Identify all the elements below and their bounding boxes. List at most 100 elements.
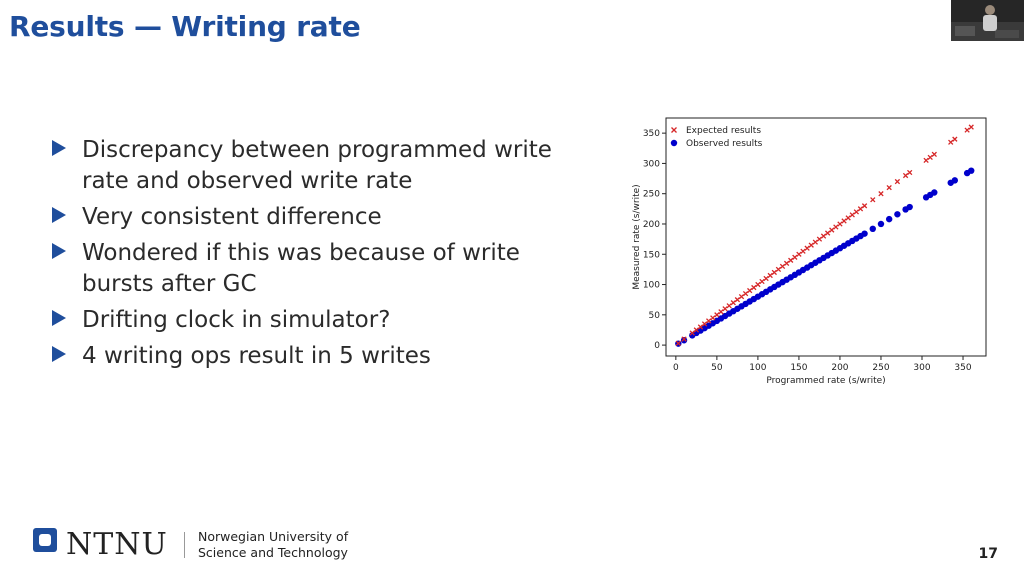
observed-point [680,337,688,344]
scatter-chart: 0 50 100 150 200 250 300 350 0 50 100 150 200 250 300 3… [632,117,987,386]
presenter-webcam-thumbnail [951,0,1024,41]
expected-point [812,239,818,245]
expected-point [824,230,831,236]
y-tick-label: 300 [643,159,660,169]
observed-point [861,230,868,237]
observed-point [931,189,938,196]
y-tick-label: 150 [643,250,660,260]
expected-point [714,312,720,318]
x-tick-label: 200 [831,363,848,373]
expected-point [751,284,757,291]
legend-expected-marker [671,127,677,133]
expected-point [763,275,769,282]
expected-point [845,215,851,221]
x-tick-label: 50 [711,363,723,373]
presenter-video-icon [951,0,1024,41]
expected-point [775,266,782,273]
expected-point [952,136,958,142]
expected-point [849,212,855,218]
x-axis-label: Programmed rate (s/write) [766,376,885,386]
expected-point [697,324,704,330]
expected-point [964,127,970,133]
expected-point [800,248,806,254]
expected-point [870,197,876,203]
university-name: Norwegian University of Science and Tech… [198,529,348,561]
expected-point [948,139,954,145]
bullet-item: Drifting clock in simulator? [52,305,592,336]
expected-point [701,321,708,327]
expected-point [804,245,810,251]
bullet-text: Wondered if this was because of write bu… [82,240,520,297]
expected-point [759,278,765,285]
expected-point [738,293,745,300]
legend-observed-label: Observed results [686,139,763,149]
footer-divider [184,532,185,558]
expected-point [907,169,913,176]
observed-point [951,177,959,184]
expected-point [820,233,827,239]
slide-title: Results — Writing rate [9,10,361,43]
y-tick-label: 0 [654,341,660,351]
bullet-text: 4 writing ops result in 5 writes [82,343,431,369]
expected-point [853,209,860,215]
bullet-arrow-icon [52,207,66,223]
expected-point [734,297,741,303]
bullet-item: Very consistent difference [52,202,592,233]
expected-point [710,315,716,321]
expected-point [894,178,901,185]
y-tick-label: 250 [643,190,660,200]
bullet-item: 4 writing ops result in 5 writes [52,341,592,372]
expected-point [726,303,732,309]
bullet-text: Very consistent difference [82,204,382,230]
x-tick-label: 350 [954,363,971,373]
expected-point [886,184,892,191]
observed-point [906,203,913,211]
expected-point [675,340,681,346]
bullet-item: Wondered if this was because of write bu… [52,238,592,300]
expected-point [689,330,695,336]
expected-point [706,318,712,324]
bullet-arrow-icon [52,310,66,326]
y-axis-label: Measured rate (s/write) [632,184,642,289]
expected-point [718,309,724,315]
expected-point [902,172,909,179]
bullet-arrow-icon [52,243,66,259]
observed-point [877,220,885,228]
university-name-line-2: Science and Technology [198,545,348,560]
expected-point [730,300,736,306]
x-tick-label: 0 [673,363,679,373]
expected-point [841,218,847,224]
bullet-arrow-icon [52,140,66,156]
expected-point [796,251,802,257]
y-tick-label: 200 [643,220,660,230]
university-name-line-1: Norwegian University of [198,529,349,544]
x-tick-label: 150 [790,363,807,373]
observed-point [894,211,901,218]
expected-point [833,224,839,230]
x-tick-label: 250 [872,363,889,373]
expected-point [837,221,843,227]
bullet-arrow-icon [52,346,66,362]
expected-point [829,227,835,233]
expected-point [792,254,798,260]
expected-point [722,306,728,312]
legend-observed-marker [670,139,678,147]
expected-point [771,269,777,276]
expected-point [816,236,823,242]
expected-point [968,124,974,130]
expected-point [861,203,868,209]
ntnu-logo-icon [33,528,57,552]
expected-point [742,290,749,297]
expected-point [681,336,687,342]
page-number: 17 [978,546,998,562]
legend-expected-label: Expected results [686,126,761,136]
expected-point [779,263,786,270]
expected-point [755,281,761,288]
y-tick-label: 100 [643,281,660,291]
observed-point [885,215,893,223]
bullet-item: Discrepancy between programmed write rat… [52,135,592,197]
bullet-text: Discrepancy between programmed write rat… [82,137,552,194]
expected-point [931,151,937,157]
expected-point [923,157,929,164]
expected-point [857,206,864,212]
